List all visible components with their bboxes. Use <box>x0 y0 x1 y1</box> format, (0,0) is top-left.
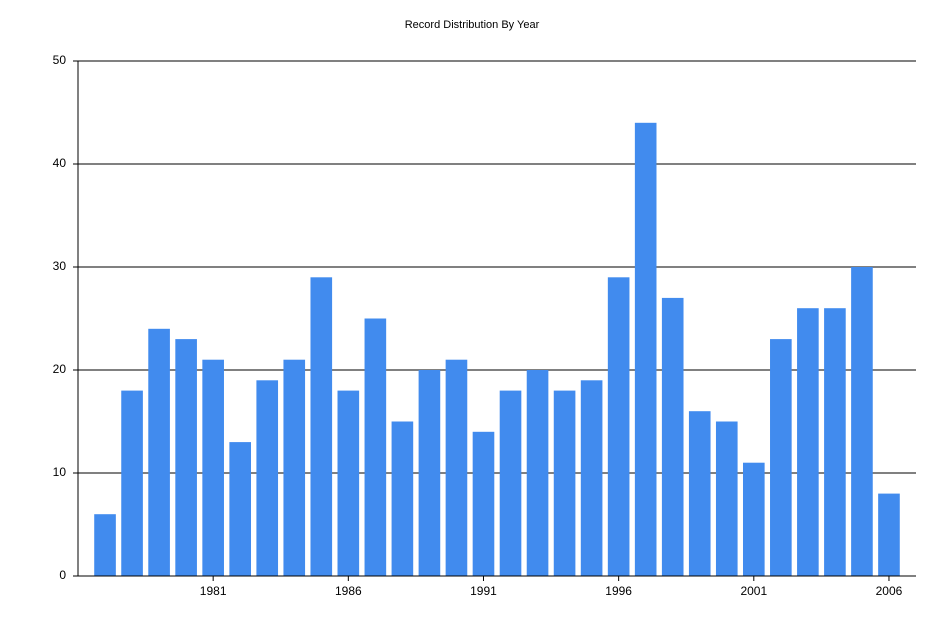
y-tick-label: 0 <box>59 568 66 582</box>
y-tick-label: 20 <box>53 362 67 376</box>
x-tick-label: 1991 <box>470 584 497 598</box>
bar <box>445 359 468 576</box>
chart-title: Record Distribution By Year <box>405 19 540 31</box>
bar <box>310 277 333 576</box>
bar <box>229 442 252 576</box>
bar <box>715 421 738 576</box>
y-tick-label: 10 <box>53 465 67 479</box>
bar <box>148 328 170 576</box>
bar <box>364 318 387 576</box>
bar <box>797 308 819 576</box>
bar <box>770 339 792 576</box>
bar <box>418 370 441 576</box>
bar <box>337 390 360 576</box>
x-tick-label: 1986 <box>335 584 362 598</box>
bar <box>851 267 873 576</box>
y-tick-label: 40 <box>53 156 67 170</box>
bar <box>499 390 522 576</box>
bar <box>742 462 765 576</box>
bar <box>553 390 576 576</box>
bar <box>202 359 224 576</box>
bar <box>607 277 630 576</box>
bar <box>472 431 495 576</box>
bar <box>391 421 414 576</box>
bar <box>580 380 603 576</box>
y-tick-label: 50 <box>53 53 67 67</box>
x-tick-label: 1981 <box>200 584 227 598</box>
y-tick-label: 30 <box>53 259 67 273</box>
bar <box>94 514 116 576</box>
bar <box>634 122 657 577</box>
bar <box>256 380 279 576</box>
bar <box>175 339 197 576</box>
bar <box>283 359 306 576</box>
bar <box>121 390 143 576</box>
bar <box>526 370 549 576</box>
bar <box>824 308 846 576</box>
bar <box>878 493 900 576</box>
x-tick-label: 2006 <box>876 584 903 598</box>
x-tick-label: 1996 <box>605 584 632 598</box>
bar <box>688 411 711 576</box>
x-tick-label: 2001 <box>740 584 767 598</box>
bar <box>661 297 684 576</box>
